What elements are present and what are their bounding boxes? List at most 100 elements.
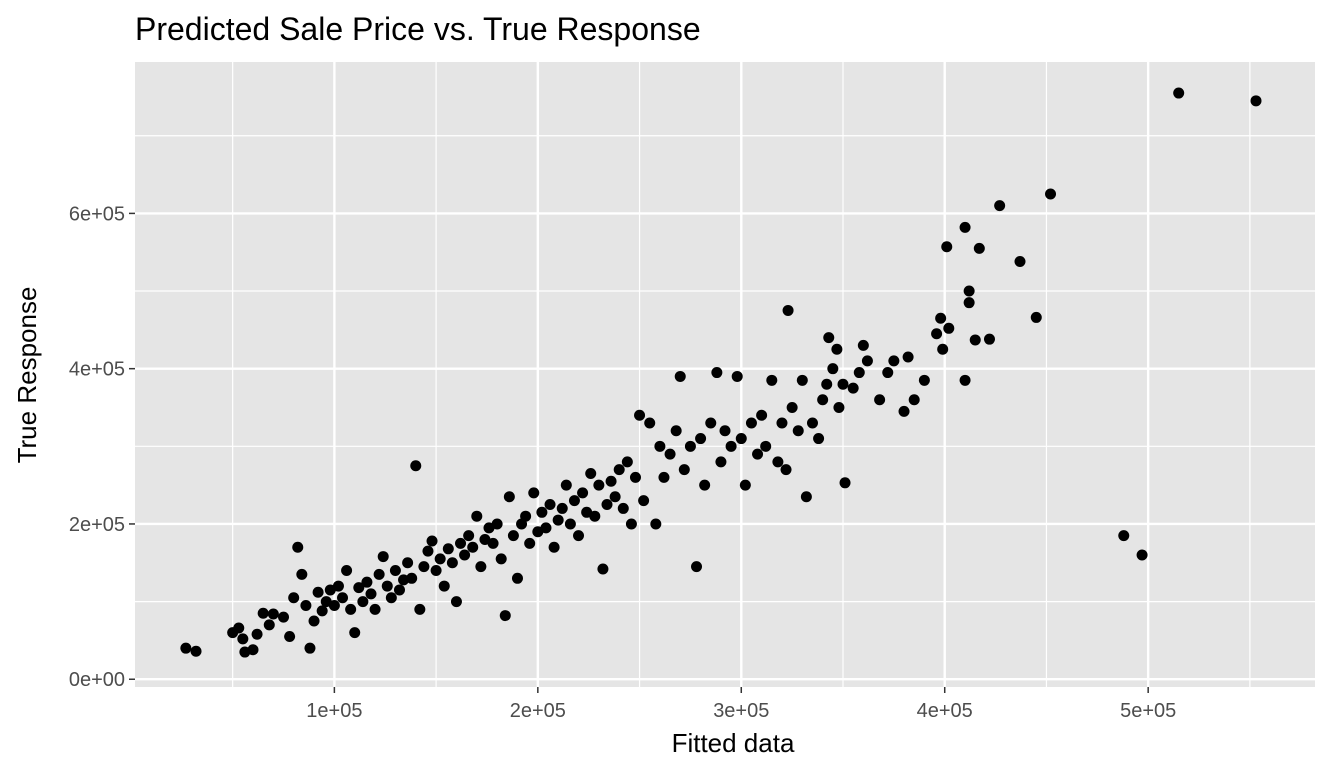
data-point <box>983 333 995 345</box>
data-point <box>969 334 981 346</box>
data-point <box>959 374 971 386</box>
data-point <box>487 537 499 549</box>
data-point <box>349 627 361 639</box>
data-point <box>316 605 328 617</box>
data-point <box>237 633 249 645</box>
data-point <box>670 425 682 437</box>
data-point <box>847 382 859 394</box>
data-point <box>715 456 727 468</box>
x-tick-label: 4e+05 <box>917 700 973 722</box>
data-point <box>573 530 585 542</box>
data-point <box>874 394 886 406</box>
data-point <box>267 608 279 620</box>
data-point <box>756 409 768 421</box>
y-tick-label: 0e+00 <box>69 669 125 691</box>
data-point <box>1250 95 1262 107</box>
data-point <box>438 580 450 592</box>
data-point <box>511 572 523 584</box>
data-point <box>831 343 843 355</box>
data-point <box>786 401 798 413</box>
data-point <box>821 378 833 390</box>
data-point <box>1118 530 1130 542</box>
data-point <box>813 433 825 445</box>
data-point <box>304 642 316 654</box>
data-point <box>796 374 808 386</box>
data-point <box>601 499 613 511</box>
x-tick-label: 1e+05 <box>306 700 362 722</box>
data-point <box>450 596 462 608</box>
data-point <box>528 487 540 499</box>
data-point <box>430 565 442 577</box>
data-point <box>361 576 373 588</box>
data-point <box>699 479 711 491</box>
data-point <box>760 440 772 452</box>
data-point <box>414 603 426 615</box>
data-point <box>1173 87 1185 99</box>
data-point <box>973 242 985 254</box>
data-point <box>564 518 576 530</box>
x-tick-label: 5e+05 <box>1120 700 1176 722</box>
data-point <box>739 479 751 491</box>
data-point <box>625 518 637 530</box>
data-point <box>678 464 690 476</box>
data-point <box>308 615 320 627</box>
data-point <box>605 475 617 487</box>
data-point <box>377 551 389 563</box>
data-point <box>540 522 552 534</box>
data-point <box>634 409 646 421</box>
data-point <box>857 339 869 351</box>
data-point <box>552 514 564 526</box>
data-point <box>524 537 536 549</box>
data-point <box>337 592 349 604</box>
data-point <box>332 580 344 592</box>
data-point <box>353 582 365 594</box>
y-tick-label: 2e+05 <box>69 514 125 536</box>
data-point <box>994 200 1006 212</box>
data-point <box>278 611 290 623</box>
data-point <box>1045 188 1057 200</box>
data-point <box>532 526 544 538</box>
data-point <box>772 456 784 468</box>
data-point <box>780 464 792 476</box>
data-point <box>471 510 483 522</box>
data-point <box>882 367 894 379</box>
data-point <box>459 549 471 561</box>
data-point <box>398 574 410 586</box>
data-point <box>475 561 487 573</box>
data-point <box>629 471 641 483</box>
data-point <box>684 440 696 452</box>
data-points <box>180 87 1262 658</box>
data-point <box>418 561 430 573</box>
data-point <box>324 584 336 596</box>
data-point <box>963 297 975 309</box>
data-point <box>180 642 192 654</box>
x-axis-title: Fitted data <box>672 728 795 758</box>
data-point <box>745 417 757 429</box>
data-point <box>1136 549 1148 561</box>
y-tick-label: 6e+05 <box>69 203 125 225</box>
plot-panel <box>135 62 1315 687</box>
data-point <box>320 596 332 608</box>
data-point <box>937 343 949 355</box>
data-point <box>731 370 743 382</box>
data-point <box>644 417 656 429</box>
data-point <box>963 285 975 297</box>
data-point <box>839 477 851 489</box>
data-point <box>650 518 662 530</box>
chart-title: Predicted Sale Price vs. True Response <box>135 11 701 47</box>
data-point <box>247 644 259 656</box>
data-point <box>442 543 454 555</box>
data-point <box>479 533 491 545</box>
data-point <box>664 448 676 460</box>
data-point <box>725 440 737 452</box>
data-point <box>406 572 418 584</box>
data-point <box>898 405 910 417</box>
data-point <box>251 628 263 640</box>
data-point <box>888 355 900 367</box>
y-axis-title: True Response <box>12 287 42 464</box>
data-point <box>658 471 670 483</box>
data-point <box>823 332 835 344</box>
y-tick-label: 4e+05 <box>69 359 125 381</box>
data-point <box>585 467 597 479</box>
data-point <box>381 580 393 592</box>
